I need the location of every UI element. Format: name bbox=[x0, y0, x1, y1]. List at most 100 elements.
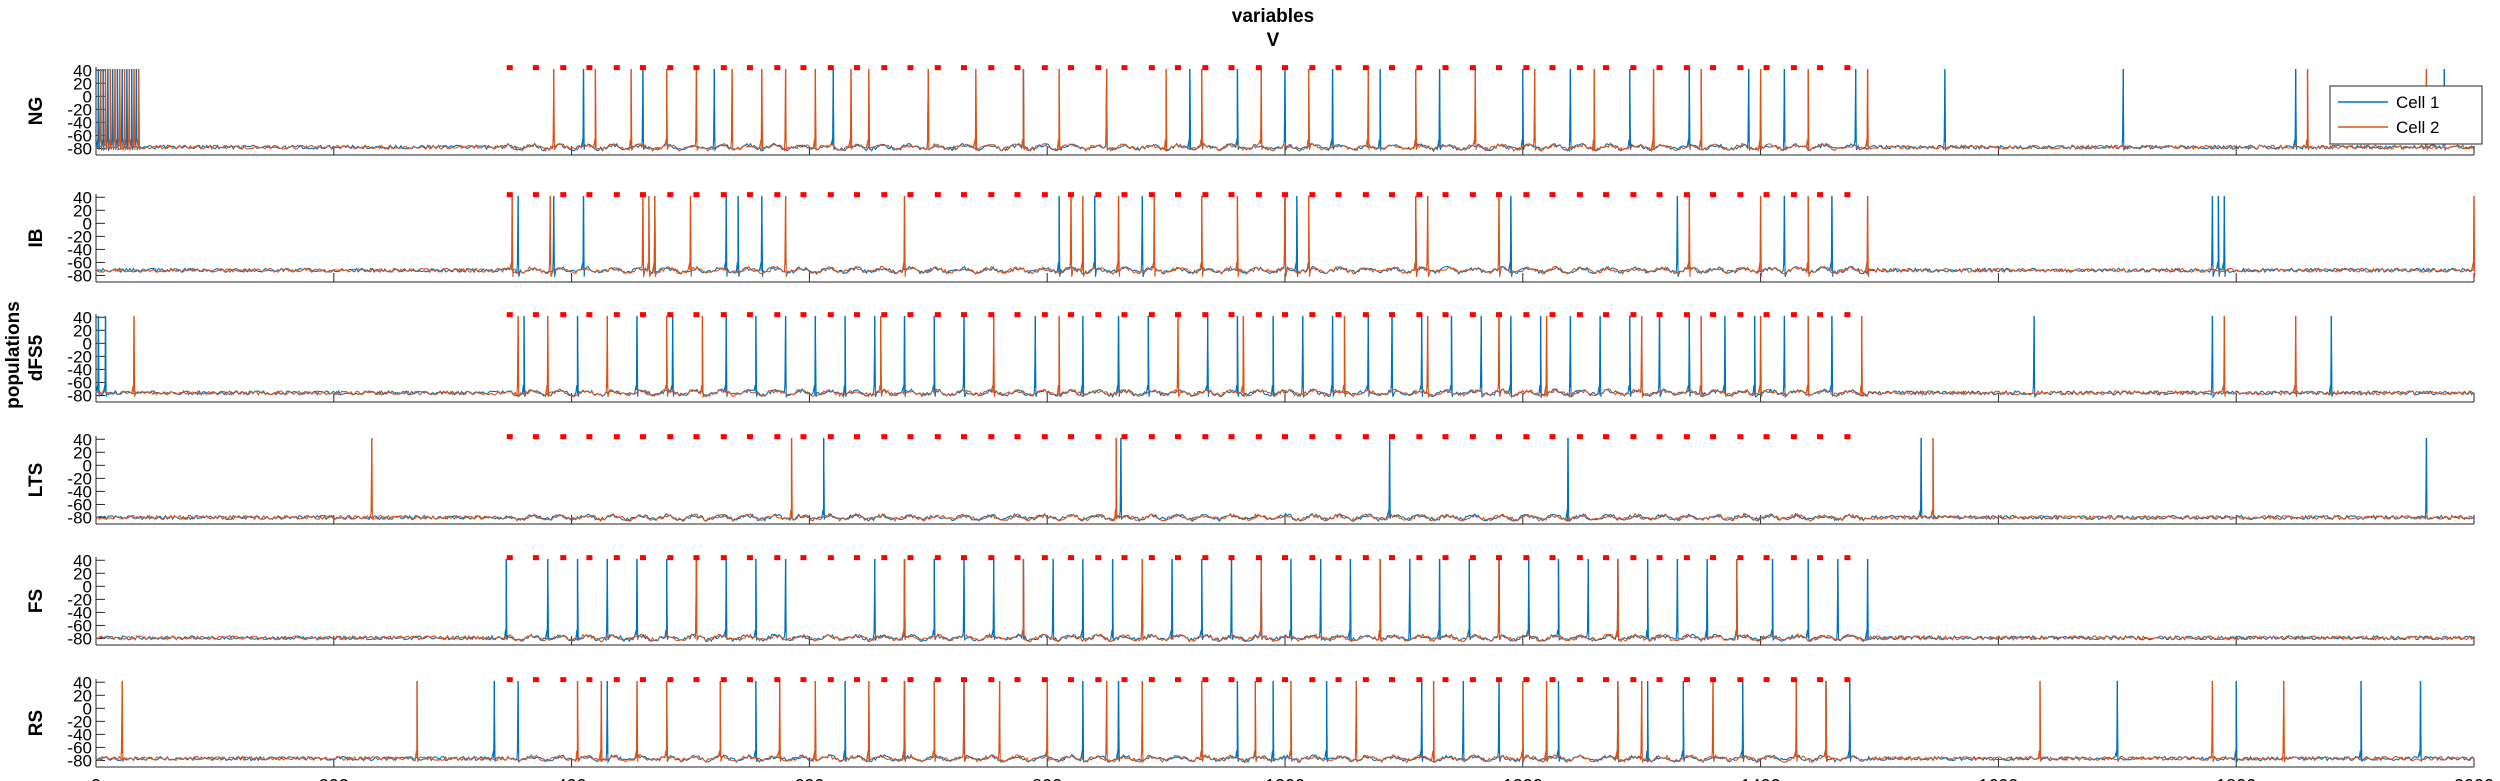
stimulus-marker bbox=[988, 65, 995, 71]
stimulus-marker bbox=[774, 65, 781, 71]
stimulus-marker bbox=[1335, 65, 1342, 71]
stimulus-marker bbox=[1523, 312, 1530, 318]
stimulus-marker bbox=[1362, 65, 1369, 71]
stimulus-marker bbox=[1844, 65, 1851, 71]
stimulus-marker bbox=[1683, 65, 1690, 71]
stimulus-marker bbox=[827, 65, 834, 71]
y-tick-label: -60 bbox=[67, 126, 92, 145]
stimulus-marker bbox=[1174, 555, 1181, 561]
stimulus-marker bbox=[1442, 555, 1449, 561]
x-tick-label: 1200 bbox=[1503, 776, 1543, 781]
stimulus-marker bbox=[934, 677, 941, 683]
stimulus-marker bbox=[934, 312, 941, 318]
stimulus-marker bbox=[1228, 555, 1235, 561]
stimulus-marker bbox=[1095, 192, 1102, 198]
stimulus-marker bbox=[532, 677, 539, 683]
stimulus-marker bbox=[1228, 434, 1235, 440]
stimulus-marker bbox=[586, 192, 593, 198]
y-tick-label: 0 bbox=[83, 214, 92, 233]
stimulus-marker bbox=[988, 677, 995, 683]
stimulus-marker bbox=[774, 434, 781, 440]
stimulus-marker bbox=[1790, 65, 1797, 71]
x-tick-label: 0 bbox=[91, 776, 101, 781]
stimulus-marker bbox=[1148, 677, 1155, 683]
stimulus-marker bbox=[1389, 65, 1396, 71]
stimulus-marker bbox=[1817, 555, 1824, 561]
stimulus-marker bbox=[1817, 312, 1824, 318]
stimulus-marker bbox=[1790, 312, 1797, 318]
stimulus-marker bbox=[1362, 434, 1369, 440]
stimulus-marker bbox=[639, 677, 646, 683]
stimulus-marker bbox=[667, 555, 674, 561]
stimulus-marker bbox=[1523, 434, 1530, 440]
stimulus-marker bbox=[1710, 677, 1717, 683]
stimulus-marker bbox=[720, 555, 727, 561]
stimulus-marker bbox=[1790, 192, 1797, 198]
stimulus-marker bbox=[613, 65, 620, 71]
stimulus-marker bbox=[1656, 65, 1663, 71]
stimulus-marker bbox=[1603, 555, 1610, 561]
stimulus-marker bbox=[1416, 65, 1423, 71]
stimulus-marker bbox=[1549, 677, 1556, 683]
stimulus-marker bbox=[907, 65, 914, 71]
stimulus-marker bbox=[1282, 434, 1288, 440]
stimulus-marker bbox=[1603, 65, 1610, 71]
stimulus-marker bbox=[1095, 65, 1102, 71]
y-tick-label: 0 bbox=[83, 699, 92, 718]
stimulus-marker bbox=[1309, 192, 1316, 198]
stimulus-marker bbox=[1523, 677, 1530, 683]
stimulus-marker bbox=[506, 434, 513, 440]
stimulus-marker bbox=[1630, 434, 1637, 440]
y-tick-label: 40 bbox=[73, 308, 92, 327]
stimulus-marker bbox=[1228, 677, 1235, 683]
x-tick-label: 600 bbox=[794, 776, 824, 781]
y-tick-label: 0 bbox=[83, 334, 92, 353]
stimulus-marker bbox=[1282, 677, 1288, 683]
panel-label: LTS bbox=[26, 463, 47, 497]
trace-cell-2 bbox=[95, 315, 2474, 399]
stimulus-marker bbox=[1041, 677, 1048, 683]
stimulus-marker bbox=[1389, 555, 1396, 561]
y-tick-label: 20 bbox=[73, 321, 92, 340]
stimulus-marker bbox=[1790, 555, 1797, 561]
stimulus-marker bbox=[988, 312, 995, 318]
stimulus-marker bbox=[1737, 312, 1744, 318]
stimulus-marker bbox=[1416, 434, 1423, 440]
x-tick-label: 400 bbox=[557, 776, 587, 781]
stimulus-marker bbox=[1228, 192, 1235, 198]
y-tick-label: -80 bbox=[67, 629, 92, 648]
stimulus-marker bbox=[1523, 65, 1530, 71]
stimulus-marker bbox=[827, 434, 834, 440]
stimulus-marker bbox=[1174, 677, 1181, 683]
stimulus-marker bbox=[586, 434, 593, 440]
stimulus-marker bbox=[1523, 192, 1530, 198]
stimulus-marker bbox=[1817, 65, 1824, 71]
stimulus-marker bbox=[1630, 192, 1637, 198]
stimulus-marker bbox=[1282, 192, 1288, 198]
stimulus-marker bbox=[1630, 555, 1637, 561]
legend-label-cell1: Cell 1 bbox=[2396, 93, 2439, 112]
stimulus-marker bbox=[613, 312, 620, 318]
stimulus-marker bbox=[1496, 65, 1503, 71]
stimulus-marker bbox=[1603, 434, 1610, 440]
stimulus-marker bbox=[1790, 677, 1797, 683]
stimulus-marker bbox=[1067, 192, 1074, 198]
x-tick-label: 200 bbox=[319, 776, 349, 781]
stimulus-marker bbox=[560, 434, 567, 440]
stimulus-marker bbox=[639, 192, 646, 198]
y-tick-label: -40 bbox=[67, 603, 92, 622]
stimulus-marker bbox=[506, 677, 513, 683]
y-tick-label: -40 bbox=[67, 240, 92, 259]
stimulus-marker bbox=[506, 555, 513, 561]
stimulus-marker bbox=[1416, 677, 1423, 683]
y-tick-label: -20 bbox=[67, 100, 92, 119]
stimulus-marker bbox=[1202, 65, 1209, 71]
stimulus-marker bbox=[881, 192, 888, 198]
stimulus-marker bbox=[1710, 434, 1717, 440]
stimulus-marker bbox=[1174, 65, 1181, 71]
stimulus-marker bbox=[746, 192, 753, 198]
stimulus-marker bbox=[613, 192, 620, 198]
stimulus-marker bbox=[1041, 555, 1048, 561]
